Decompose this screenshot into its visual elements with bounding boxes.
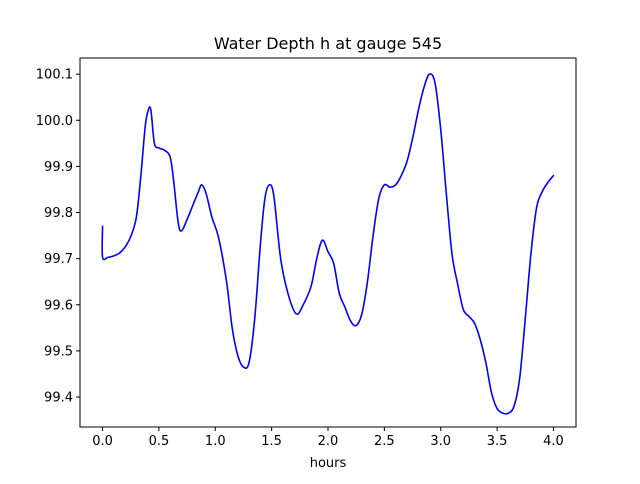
series-layer	[101, 73, 555, 415]
x-axis-title: hours	[310, 456, 347, 471]
x-tick-label: 0.0	[92, 434, 113, 449]
chart-title: Water Depth h at gauge 545	[214, 34, 442, 53]
x-tick-label: 2.5	[374, 434, 395, 449]
plot-area	[80, 58, 576, 427]
y-tick-label: 99.6	[44, 298, 73, 313]
x-tick-label: 3.0	[430, 434, 451, 449]
y-tick-label: 99.4	[44, 391, 73, 406]
x-tick-label: 4.0	[543, 434, 564, 449]
x-tick-label: 0.5	[149, 434, 170, 449]
x-axis: 0.0 0.5 1.0 1.5 2.0 2.5 3.0 3.5 4.0	[92, 427, 564, 449]
y-tick-label: 99.9	[44, 160, 73, 175]
x-tick-label: 3.5	[487, 434, 508, 449]
series-line	[101, 73, 555, 415]
y-tick-label: 99.7	[44, 252, 73, 267]
x-tick-label: 1.5	[261, 434, 282, 449]
y-axis: 99.4 99.5 99.6 99.7 99.8 99.9 100.0 100.1	[36, 68, 80, 406]
x-tick-label: 1.0	[205, 434, 226, 449]
y-tick-label: 100.0	[36, 114, 73, 129]
y-tick-label: 99.8	[44, 206, 73, 221]
y-tick-label: 100.1	[36, 68, 73, 83]
y-tick-label: 99.5	[44, 344, 73, 359]
x-tick-label: 2.0	[318, 434, 339, 449]
